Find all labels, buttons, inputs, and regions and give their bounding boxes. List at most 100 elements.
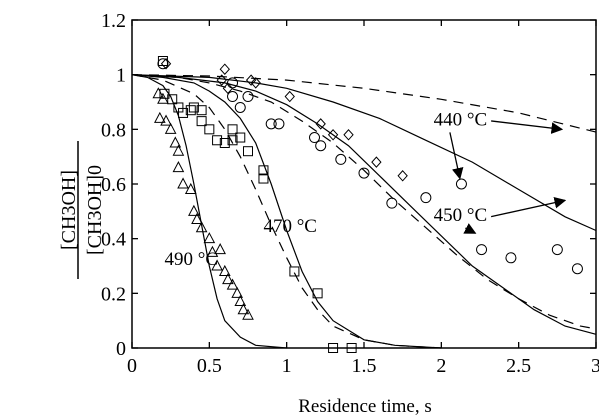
circle-point-5	[265, 118, 277, 130]
circle-point-3	[234, 101, 246, 113]
square-point-18	[289, 266, 300, 277]
curve-solid-2	[131, 74, 442, 349]
square-point-4	[178, 107, 189, 118]
square-point-16	[258, 165, 269, 176]
triangle-point-20	[231, 286, 244, 298]
circle-point-8	[315, 140, 327, 152]
circle-point-9	[335, 153, 347, 165]
triangle-point-12	[195, 221, 208, 233]
curve-dashed-5	[131, 74, 597, 133]
annotation-label-2: 470 °C	[263, 216, 317, 237]
y-axis-label-denominator: [CH3OH]0	[84, 165, 106, 255]
square-point-13	[227, 135, 238, 146]
square-point-15	[243, 146, 253, 157]
square-point-11	[219, 138, 230, 148]
circle-point-14	[476, 244, 488, 256]
circle-point-0	[157, 58, 169, 70]
square-point-5	[185, 105, 196, 116]
y-tick-label-5: 1	[116, 65, 126, 87]
annotation-arrow-1-0	[490, 196, 567, 218]
series-triangle	[152, 87, 254, 320]
triangle-point-6	[172, 144, 185, 156]
curve-solid-6	[131, 74, 597, 232]
x-tick-label-2: 1	[282, 355, 292, 377]
triangle-point-16	[214, 243, 226, 255]
diamond-point-4	[245, 74, 257, 86]
triangle-point-1	[154, 111, 166, 123]
diamond-point-10	[371, 156, 382, 168]
square-point-19	[312, 288, 323, 299]
y-tick-label-4: 0.8	[101, 119, 126, 141]
triangle-point-18	[222, 273, 234, 285]
curve-solid-0	[131, 74, 287, 349]
triangle-point-13	[203, 232, 216, 244]
y-tick-label-3: 0.6	[101, 174, 126, 196]
y-tick-label-0: 0	[116, 338, 126, 360]
diamond-point-1	[219, 63, 230, 75]
circle-point-4	[242, 91, 254, 103]
series-square	[157, 56, 357, 353]
annotation-arrow-0-1	[449, 132, 464, 180]
curve-solid-4	[131, 74, 597, 335]
circle-point-7	[309, 132, 321, 144]
series-circle	[157, 58, 583, 275]
square-point-8	[196, 116, 207, 127]
square-point-10	[212, 135, 223, 146]
y-tick-label-2: 0.4	[101, 229, 126, 251]
y-tick-label-6: 1.2	[101, 10, 126, 32]
annotation-label-3: 490 °C	[164, 249, 218, 270]
diamond-point-0	[160, 57, 172, 70]
square-point-12	[227, 124, 238, 135]
diamond-point-11	[397, 170, 408, 182]
diamond-point-8	[327, 129, 339, 141]
triangle-point-11	[191, 212, 203, 225]
x-tick-label-6: 3	[591, 355, 599, 377]
diamond-point-5	[250, 77, 261, 89]
triangle-point-0	[152, 87, 165, 99]
triangle-point-7	[172, 161, 185, 173]
square-point-20	[328, 343, 339, 353]
x-axis-label: Residence time, s	[298, 396, 432, 417]
x-tick-label-5: 2.5	[506, 355, 531, 377]
diamond-point-6	[284, 90, 295, 103]
triangle-point-10	[188, 204, 200, 216]
triangle-point-15	[211, 259, 223, 271]
square-point-9	[204, 124, 215, 135]
circle-point-6	[273, 118, 285, 130]
circle-point-15	[505, 252, 517, 264]
x-tick-label-4: 2	[436, 355, 446, 377]
square-point-0	[157, 56, 168, 66]
annotation-arrow-0-0	[491, 120, 564, 134]
y-tick-label-1: 0.2	[101, 283, 126, 305]
circle-point-17	[571, 263, 583, 275]
triangle-point-22	[237, 303, 250, 315]
y-axis-label-numerator: [CH3OH]	[58, 170, 80, 250]
triangle-point-21	[234, 294, 247, 307]
circle-point-10	[358, 167, 370, 179]
triangle-point-19	[226, 278, 239, 290]
x-tick-label-0: 0	[127, 355, 137, 377]
annotation-label-0: 440 °C	[434, 109, 488, 130]
annotation-label-1: 450 °C	[434, 205, 488, 226]
curve-dashed-1	[131, 74, 442, 349]
diamond-point-3	[222, 82, 234, 95]
triangle-point-17	[218, 264, 231, 276]
triangle-point-14	[206, 245, 219, 257]
triangle-point-23	[242, 308, 254, 320]
triangle-point-4	[164, 122, 177, 134]
square-point-17	[258, 173, 269, 184]
square-point-14	[235, 132, 246, 143]
diamond-point-2	[216, 74, 227, 86]
y-axis-label: [CH3OH] [CH3OH]0	[58, 141, 106, 279]
series-diamond	[160, 57, 408, 182]
x-tick-label-3: 1.5	[352, 355, 377, 377]
circle-point-13	[455, 178, 467, 190]
plot-frame	[131, 19, 597, 349]
square-point-6	[188, 102, 199, 113]
annotation-arrow-1-1	[463, 223, 477, 234]
square-point-1	[159, 88, 170, 99]
circle-point-12	[420, 192, 432, 204]
square-point-2	[167, 94, 178, 105]
triangle-point-3	[160, 114, 172, 126]
